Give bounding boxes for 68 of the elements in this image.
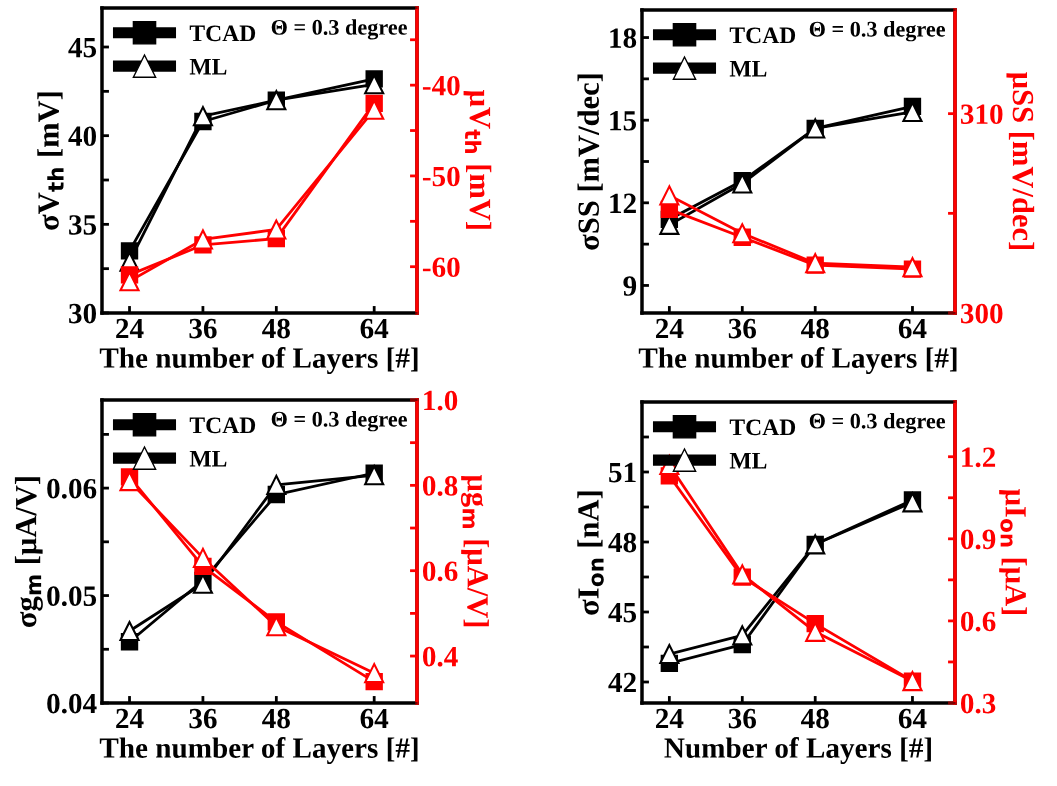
y2-tick-label: 0.9 (960, 529, 996, 550)
x-tick-label: 64 (898, 318, 927, 339)
y-tick-label: 42 (608, 672, 636, 693)
y-tick-label: 48 (608, 532, 637, 553)
y-tick-label: 51 (609, 462, 636, 483)
x-axis-title: Number of Layers [#] (664, 737, 931, 764)
y-axis-title: σV$_{th}$ [mV] (37, 92, 64, 230)
legend-label: ML (729, 452, 767, 469)
x-tick-label: 64 (898, 708, 927, 729)
y-axis-title: σSS [mV/dec] (577, 74, 603, 250)
y2-axis-title: μI$_{on}$ [μA] (999, 489, 1027, 615)
x-tick-label: 48 (801, 708, 829, 729)
legend-label: ML (189, 58, 227, 75)
y2-tick-label: 0.6 (422, 561, 458, 582)
y-axis-title: σI$_{on}$ [nA] (577, 491, 604, 615)
annotation: Θ = 0.3 degree (809, 21, 946, 42)
y-tick-label: 18 (610, 28, 637, 48)
y2-axis-title: μSS [mV/dec] (1006, 72, 1035, 249)
y-tick-label: 12 (610, 193, 636, 213)
y-tick-label: 0.06 (47, 478, 97, 499)
legend-label: ML (729, 60, 767, 77)
y2-tick-label: 310 (960, 104, 1003, 125)
x-tick-label: 36 (728, 318, 757, 339)
y-tick-label: 0.04 (47, 693, 97, 714)
legend-label: TCAD (189, 25, 256, 42)
legend-label: TCAD (729, 27, 796, 44)
annotation: Θ = 0.3 degree (271, 411, 407, 432)
y2-axis-title: μV$_{th}$ [mV] (463, 90, 492, 229)
y2-tick-label: 0.3 (960, 693, 996, 714)
y-tick-label: 45 (608, 602, 637, 623)
y-tick-label: 40 (68, 126, 97, 147)
x-tick-label: 64 (360, 318, 389, 339)
x-tick-label: 24 (655, 318, 684, 339)
y-tick-label: 0.05 (47, 586, 97, 607)
annotation: Θ = 0.3 degree (809, 412, 946, 434)
legend-label: ML (189, 450, 227, 467)
x-axis-title: The number of Layers [#] (99, 737, 418, 764)
x-tick-label: 24 (116, 318, 144, 339)
x-tick-label: 36 (189, 318, 217, 339)
y-tick-label: 15 (610, 111, 637, 131)
x-tick-label: 24 (655, 708, 684, 729)
annotation: Θ = 0.3 degree (271, 19, 407, 40)
x-tick-label: 36 (728, 708, 757, 729)
legend-label: TCAD (189, 417, 256, 434)
y-tick-label: 9 (623, 276, 637, 296)
x-tick-label: 24 (116, 708, 144, 729)
x-tick-label: 48 (801, 318, 829, 339)
y2-tick-label: -50 (422, 166, 460, 187)
y-tick-label: 35 (69, 215, 97, 235)
y2-tick-label: 0.4 (422, 646, 458, 667)
x-tick-label: 36 (189, 708, 217, 729)
x-tick-label: 48 (262, 318, 290, 339)
y2-tick-label: 0.6 (960, 611, 996, 632)
y-tick-label: 30 (69, 303, 97, 324)
y2-tick-label: 300 (960, 303, 1003, 324)
legend-label: TCAD (729, 419, 796, 436)
y2-tick-label: 1.2 (962, 447, 996, 468)
y2-tick-label: -40 (422, 75, 460, 96)
x-axis-title: The number of Layers [#] (99, 347, 418, 374)
x-tick-label: 48 (262, 708, 290, 729)
x-axis-title: The number of Layers [#] (638, 347, 957, 374)
y2-tick-label: -60 (422, 257, 460, 278)
y-tick-label: 45 (68, 37, 97, 58)
y2-tick-label: 0.8 (422, 476, 458, 496)
y2-axis-title: μg$_{m}$ [μA/V] (460, 474, 489, 627)
y-axis-title: σg$_{m}$ [μA/V] (14, 477, 43, 628)
y2-tick-label: 1.0 (424, 390, 458, 411)
x-tick-label: 64 (360, 708, 389, 729)
